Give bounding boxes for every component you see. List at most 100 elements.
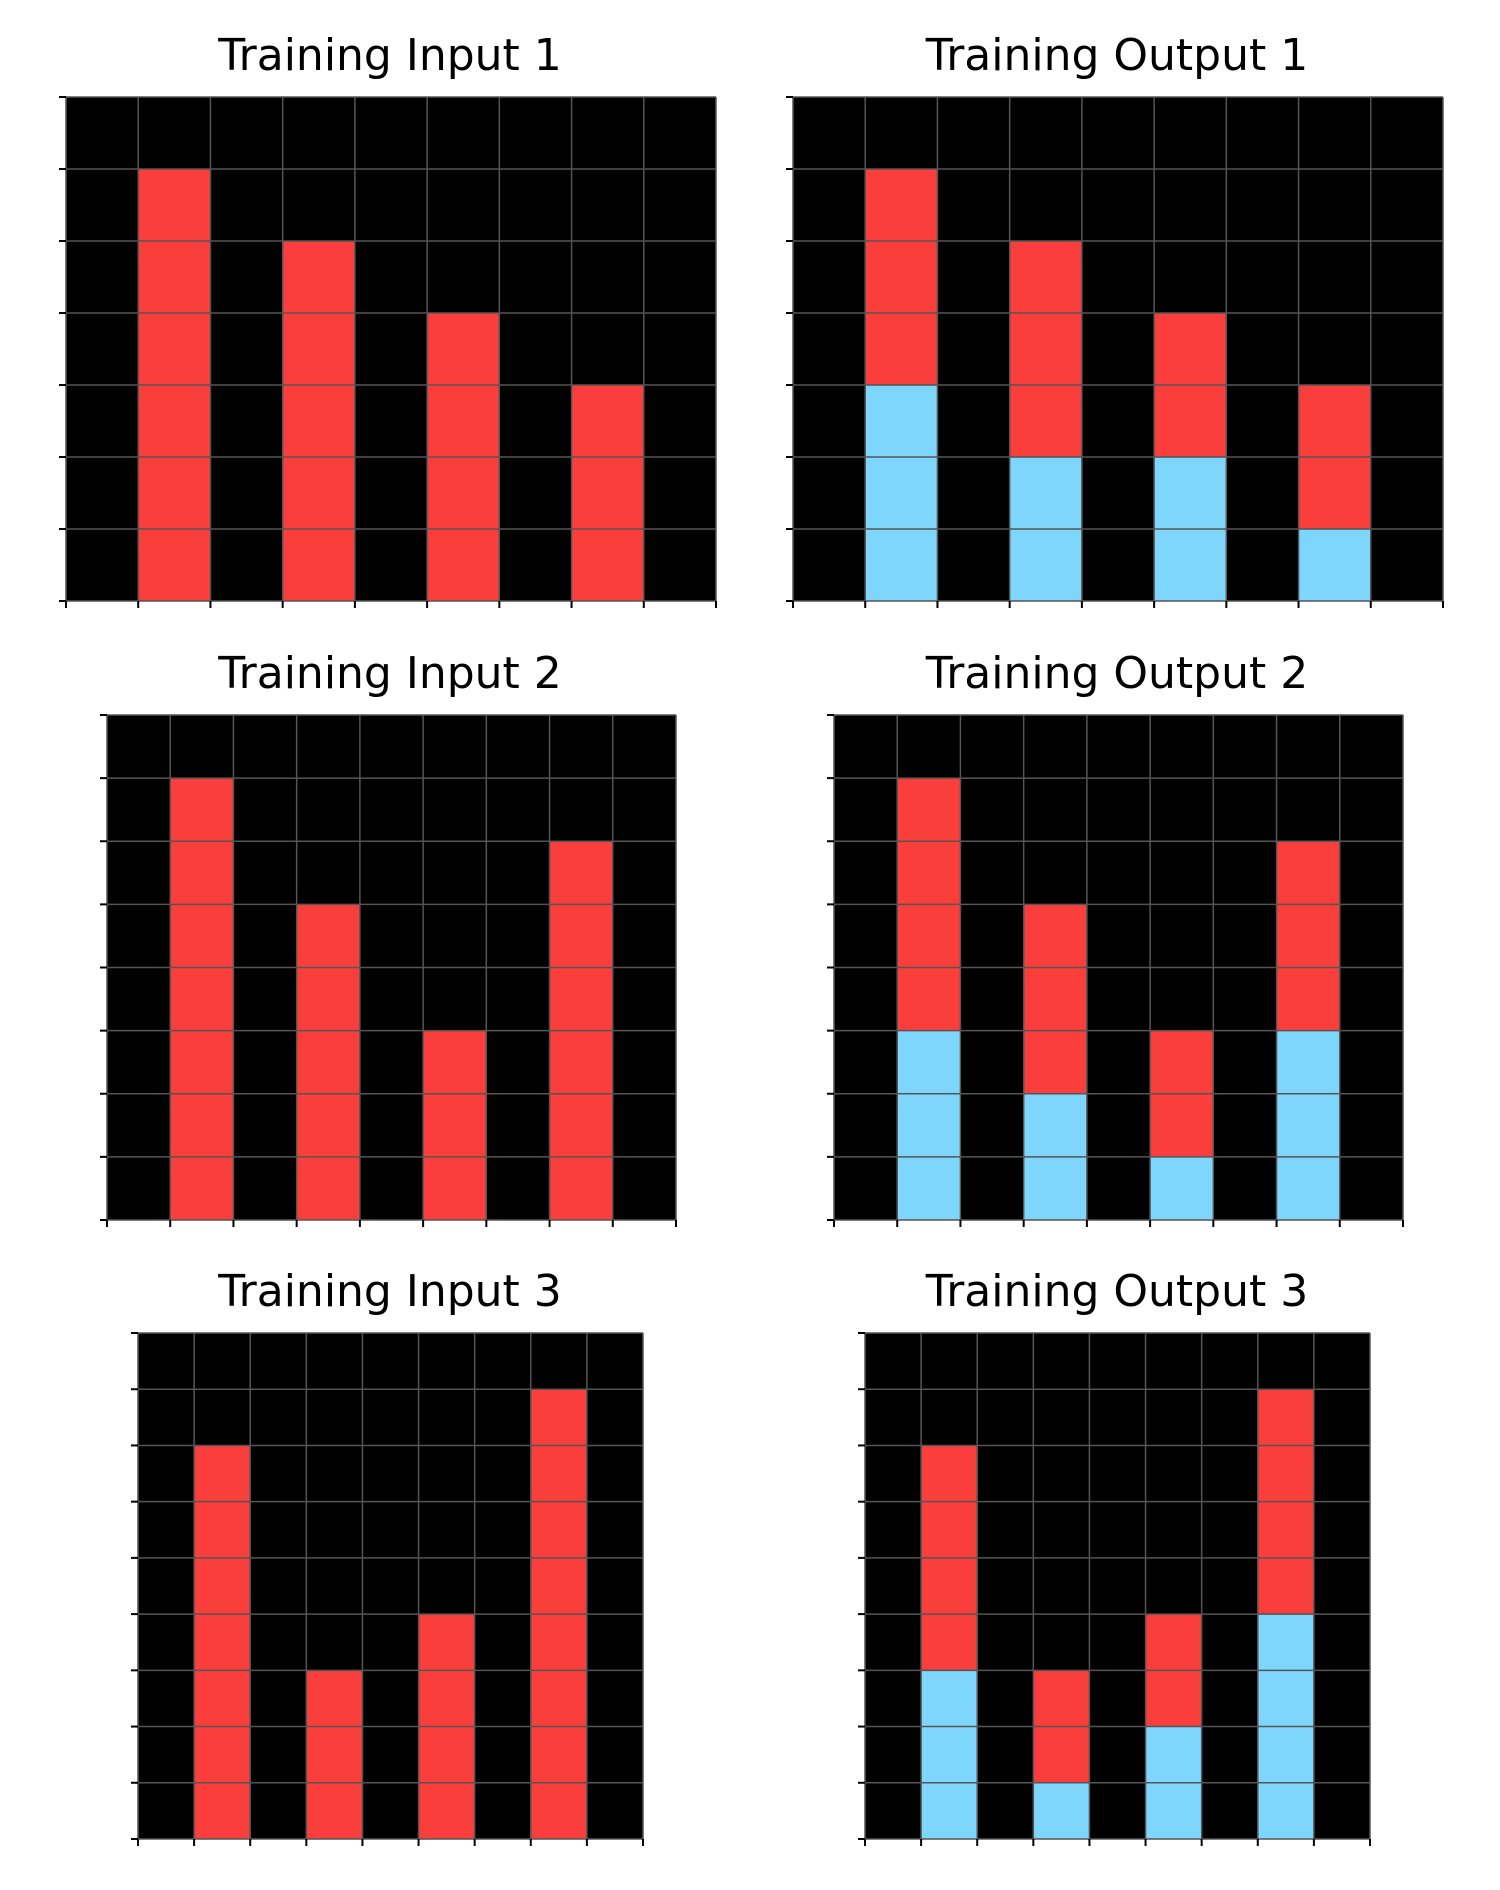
grid-cell [418, 1782, 475, 1839]
grid-cell [296, 1030, 360, 1094]
grid-cell [1145, 1726, 1202, 1783]
grid-cell [138, 529, 211, 601]
grid-cell [530, 1670, 587, 1727]
grid-cell [1257, 1670, 1314, 1727]
grid-cell [1257, 1501, 1314, 1558]
grid-cell [170, 1030, 234, 1094]
grid-cell [921, 1726, 978, 1783]
panel-title-output-1: Training Output 1 [925, 30, 1309, 81]
grid-cell [1033, 1726, 1090, 1783]
grid-output-3 [858, 1332, 1371, 1846]
grid-cell [138, 457, 211, 529]
grid-cell [549, 1093, 613, 1157]
grid-cell [1145, 1614, 1202, 1671]
panel-title-input-2: Training Input 2 [218, 648, 562, 699]
grid-cell [1257, 1445, 1314, 1502]
grid-cell [571, 385, 644, 457]
grid-cell [1257, 1614, 1314, 1671]
grid-cell [897, 904, 961, 968]
grid-cell [1276, 1156, 1340, 1220]
grid-cell [194, 1557, 251, 1615]
grid-cell [1276, 904, 1340, 968]
grid-cell [194, 1614, 251, 1671]
panel-title-output-3: Training Output 3 [925, 1266, 1309, 1317]
panel-title-output-2: Training Output 2 [925, 648, 1309, 699]
grid-cell [549, 967, 613, 1031]
grid-cell [296, 1093, 360, 1157]
grid-cell [921, 1614, 978, 1671]
grid-cell [865, 529, 938, 601]
grid-cell [530, 1726, 587, 1783]
grid-cell [1257, 1557, 1314, 1615]
grid-cell [1257, 1782, 1314, 1839]
grid-cell [571, 529, 644, 601]
grid-cell [306, 1726, 363, 1783]
grid-cell [1009, 529, 1082, 601]
grid-cell [418, 1726, 475, 1783]
grid-cell [423, 1030, 487, 1094]
grid-cell [530, 1557, 587, 1615]
grid-cell [530, 1614, 587, 1671]
grid-cell [1154, 529, 1227, 601]
grid-cell [865, 313, 938, 385]
grid-cell [1009, 385, 1082, 457]
grid-cell [530, 1501, 587, 1558]
grid-cell [296, 967, 360, 1031]
grid-cell [1145, 1670, 1202, 1727]
grid-cell [170, 841, 234, 905]
grid-cell [1257, 1389, 1314, 1446]
grid-cell [897, 1030, 961, 1094]
grid-cell [921, 1782, 978, 1839]
grid-cell [1154, 385, 1227, 457]
grid-cell [1009, 457, 1082, 529]
grid-cell [549, 1156, 613, 1220]
grid-cell [194, 1501, 251, 1558]
grid-cell [549, 904, 613, 968]
grid-cell [1276, 841, 1340, 905]
grid-cell [897, 841, 961, 905]
grid-cell [571, 457, 644, 529]
grid-cell [170, 967, 234, 1031]
grid-cell [296, 904, 360, 968]
grid-cell [1154, 457, 1227, 529]
grid-cell [282, 241, 355, 313]
grid-cell [865, 169, 938, 241]
grid-cell [427, 457, 500, 529]
grid-cell [921, 1445, 978, 1502]
grid-cell [427, 529, 500, 601]
grid-input-2 [100, 714, 677, 1227]
grid-input-3 [131, 1332, 644, 1846]
grid-cell [194, 1782, 251, 1839]
grid-cell [423, 1156, 487, 1220]
panel-title-input-3: Training Input 3 [218, 1266, 562, 1317]
grid-cell [194, 1670, 251, 1727]
grid-cell [921, 1501, 978, 1558]
grid-cell [921, 1670, 978, 1727]
grid-cell [1298, 385, 1371, 457]
grid-cell [1298, 529, 1371, 601]
grid-cell [1298, 457, 1371, 529]
grid-cell [1033, 1670, 1090, 1727]
grid-cell [530, 1782, 587, 1839]
grid-cell [306, 1670, 363, 1727]
grid-cell [418, 1670, 475, 1727]
grid-cell [296, 1156, 360, 1220]
grid-cell [1023, 1030, 1087, 1094]
grid-cell [1009, 241, 1082, 313]
grid-cell [138, 241, 211, 313]
grid-cell [138, 385, 211, 457]
grid-cell [1150, 1093, 1214, 1157]
grid-cell [530, 1445, 587, 1502]
grid-cell [865, 241, 938, 313]
grid-cell [170, 904, 234, 968]
grid-cell [1150, 1156, 1214, 1220]
grid-cell [530, 1389, 587, 1446]
grid-cell [1023, 904, 1087, 968]
grid-cell [1145, 1782, 1202, 1839]
grid-cell [1150, 1030, 1214, 1094]
grid-cell [138, 169, 211, 241]
grid-output-2 [827, 714, 1404, 1227]
grid-cell [1276, 967, 1340, 1031]
grid-cell [897, 778, 961, 842]
grid-cell [897, 967, 961, 1031]
